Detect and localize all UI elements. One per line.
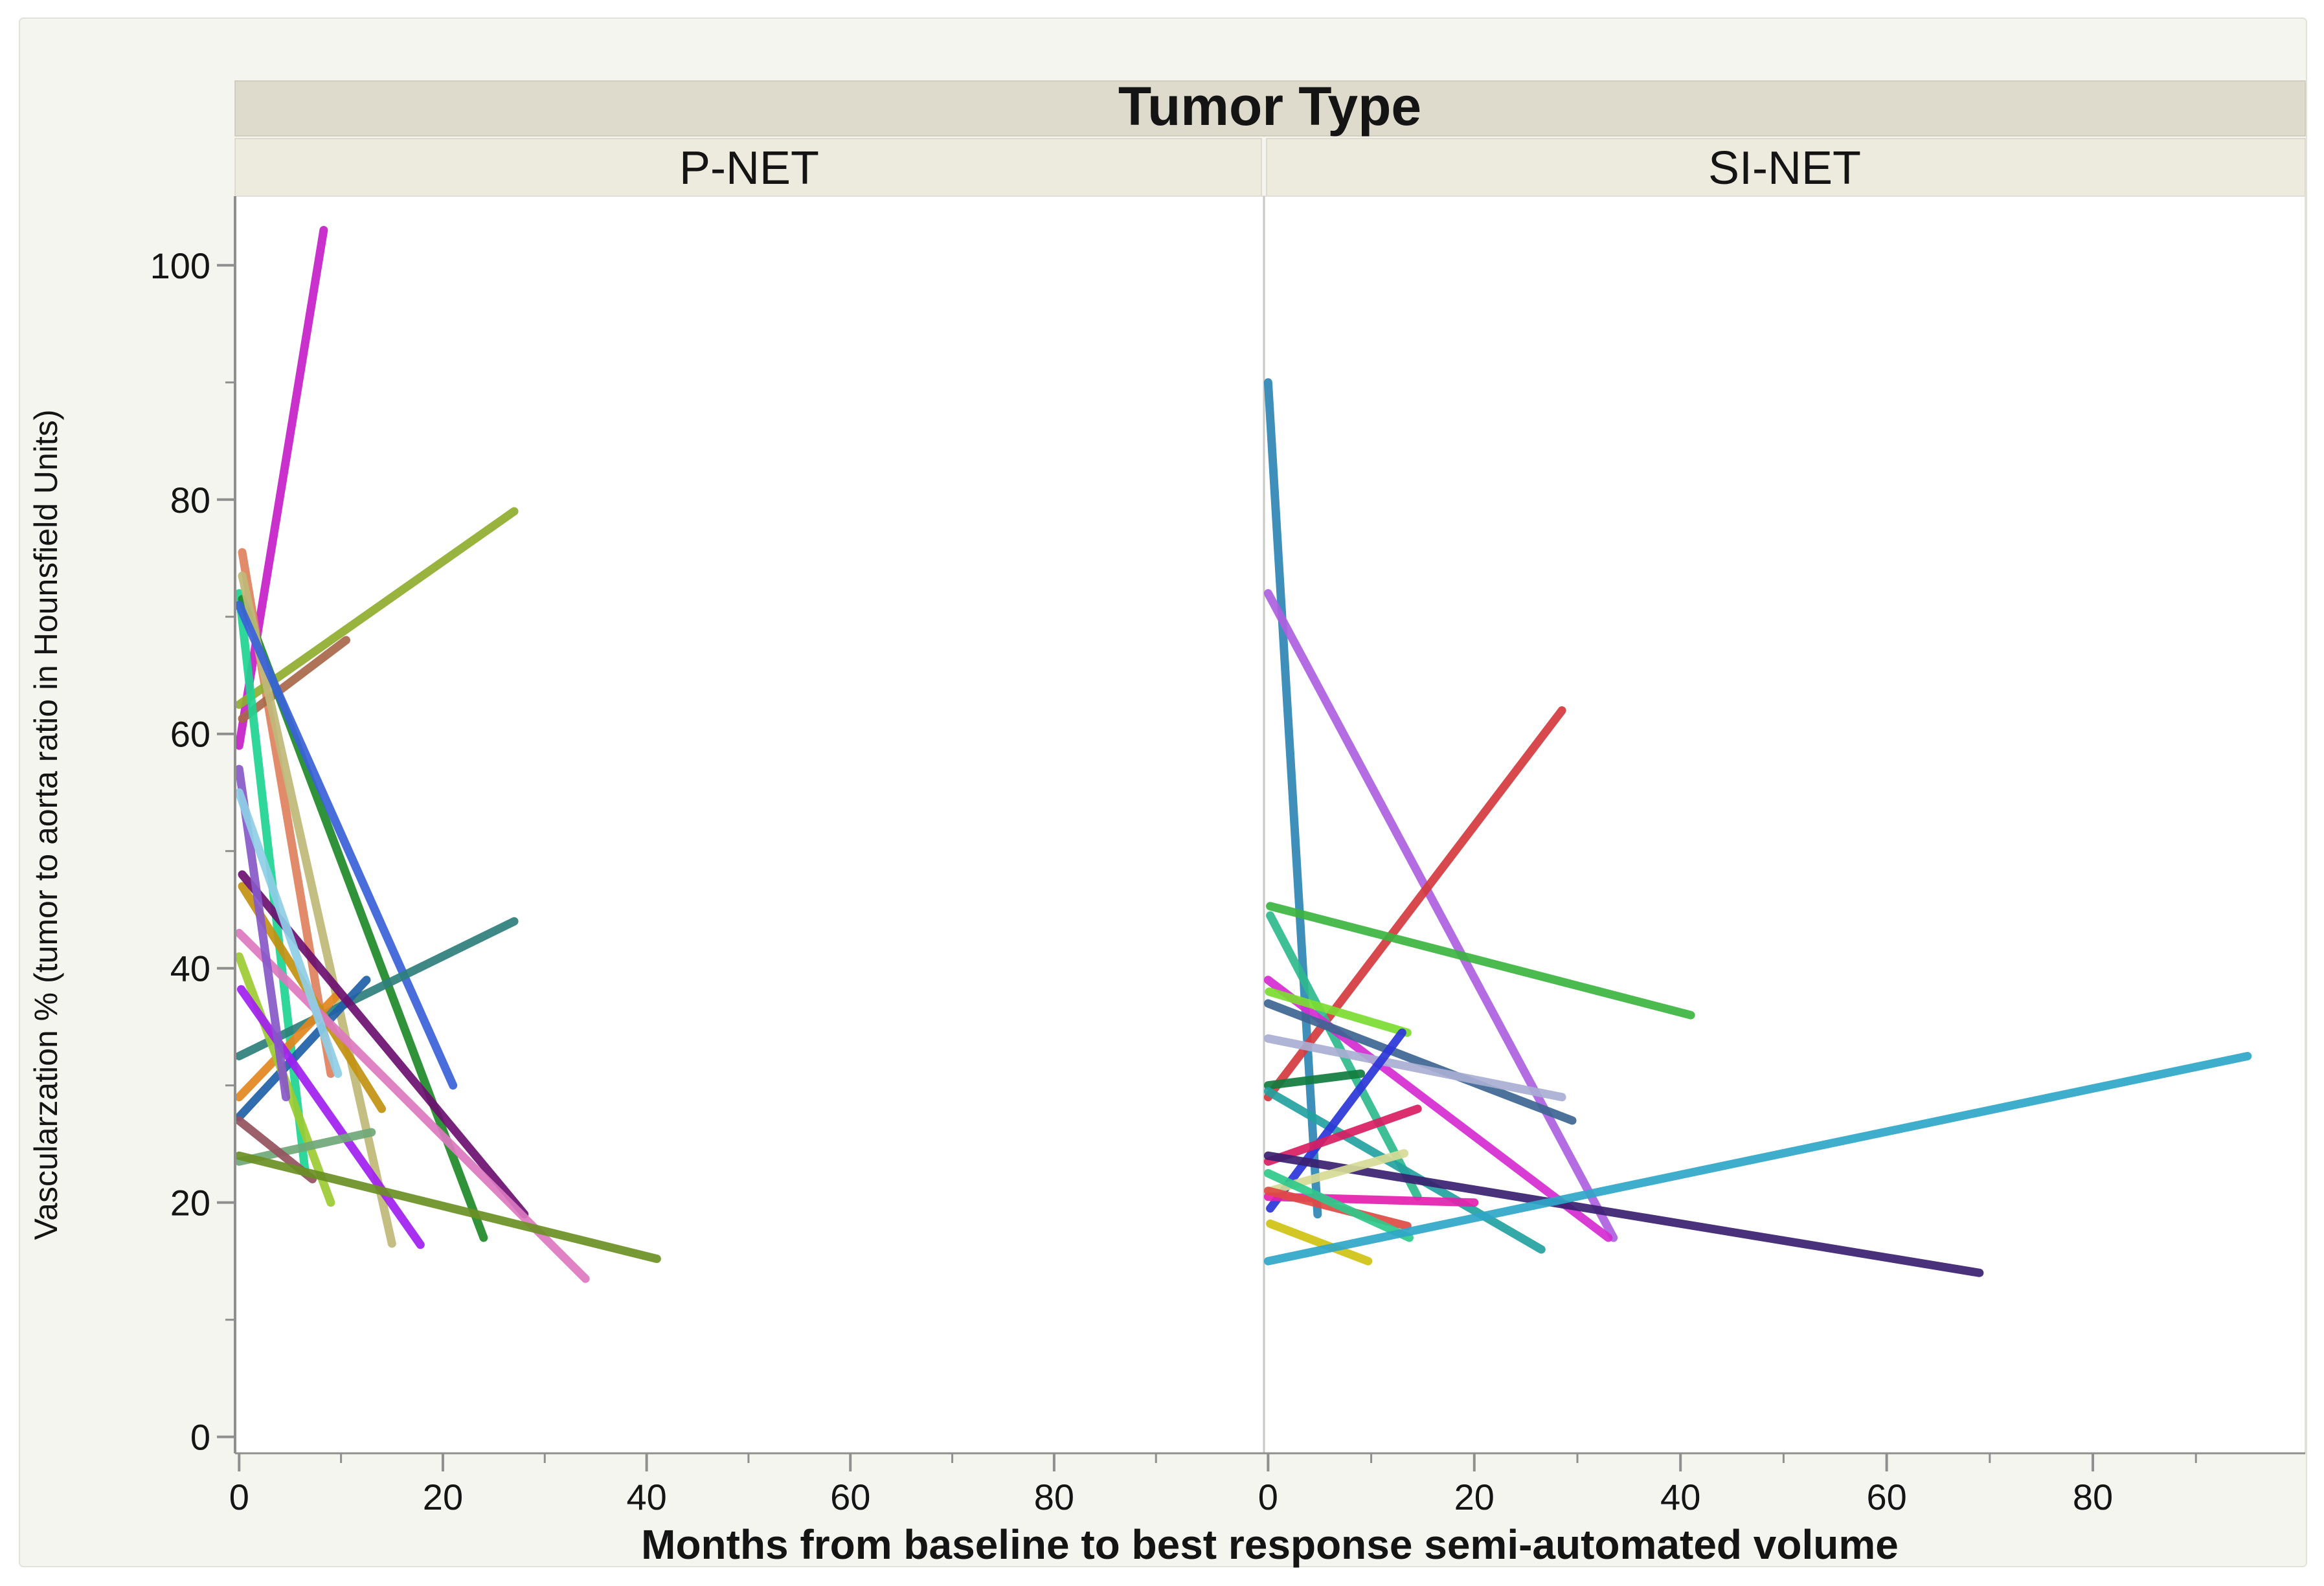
patient-trend-line-si-net-0: [1263, 378, 1322, 1219]
patient-trend-line-p-net-18: [234, 1128, 376, 1166]
x-tick-label: 80: [1034, 1477, 1074, 1517]
patient-trend-line-si-net-1: [1263, 589, 1618, 1242]
patient-trend-line-si-net-17: [1263, 1168, 1414, 1242]
axis-ticks-layer: 0 20 40 60 80 100 0 20 40 60 80 0 20 40 60 80: [150, 245, 2197, 1517]
patient-trend-line-si-net-11: [1266, 1028, 1406, 1213]
y-tick-label: 80: [170, 480, 210, 520]
x-tick-label: 20: [423, 1477, 463, 1517]
panel-label-band-sinet: [1266, 138, 2306, 197]
x-tick-label: 40: [1660, 1477, 1700, 1517]
x-tick-label: 40: [626, 1477, 666, 1517]
x-tick-label: 60: [830, 1477, 870, 1517]
patient-trend-line-si-net-9: [1263, 1069, 1366, 1090]
y-axis-title: Vascularzation % (tumor to aorta ratio i…: [28, 410, 64, 1240]
patient-trend-line-si-net-7: [1263, 999, 1577, 1125]
y-tick-label: 40: [170, 948, 210, 989]
y-tick-label: 60: [170, 714, 210, 755]
patient-trend-line-si-net-8: [1263, 1034, 1566, 1102]
x-tick-label: 60: [1866, 1477, 1906, 1517]
patient-trend-line-p-net-0: [234, 225, 328, 750]
patient-trend-line-si-net-10: [1263, 1087, 1546, 1254]
series-lines-layer: [234, 225, 2252, 1283]
x-tick-label: 80: [2073, 1477, 2113, 1517]
patient-trend-line-p-net-17: [234, 788, 343, 1078]
patient-trend-line-si-net-6: [1265, 987, 1412, 1037]
patient-trend-line-si-net-12: [1263, 1104, 1422, 1166]
x-tick-label: 0: [1258, 1477, 1278, 1517]
panel-label-sinet: SI-NET: [1708, 142, 1861, 194]
patient-trend-line-p-net-8: [234, 917, 519, 1060]
x-axis-title: Months from baseline to best response se…: [641, 1521, 1899, 1568]
x-tick-label: 0: [229, 1477, 249, 1517]
y-tick-label: 20: [170, 1183, 210, 1223]
patient-trend-line-p-net-15: [236, 985, 425, 1249]
panel-label-band-pnet: [234, 138, 1262, 197]
facet-header-title: Tumor Type: [1118, 76, 1421, 137]
patient-trend-line-si-net-18: [1266, 1219, 1373, 1266]
patient-trend-line-si-net-3: [1266, 902, 1695, 1020]
patient-trend-line-si-net-13: [1263, 1151, 1984, 1277]
patient-trend-line-p-net-3: [238, 636, 350, 723]
facet-header-band: [234, 80, 2306, 137]
patient-trend-line-p-net-2: [234, 507, 519, 709]
patient-trend-line-si-net-19: [1263, 1051, 2252, 1266]
patient-trend-line-p-net-13: [234, 928, 590, 1283]
patient-trend-line-p-net-7: [234, 601, 458, 1090]
panel-label-pnet: P-NET: [679, 142, 819, 194]
patient-trend-line-si-net-2: [1263, 706, 1566, 1102]
x-tick-label: 20: [1454, 1477, 1495, 1517]
y-tick-label: 0: [190, 1417, 210, 1458]
patient-trend-line-p-net-20: [234, 1151, 661, 1264]
y-tick-label: 100: [150, 245, 210, 286]
